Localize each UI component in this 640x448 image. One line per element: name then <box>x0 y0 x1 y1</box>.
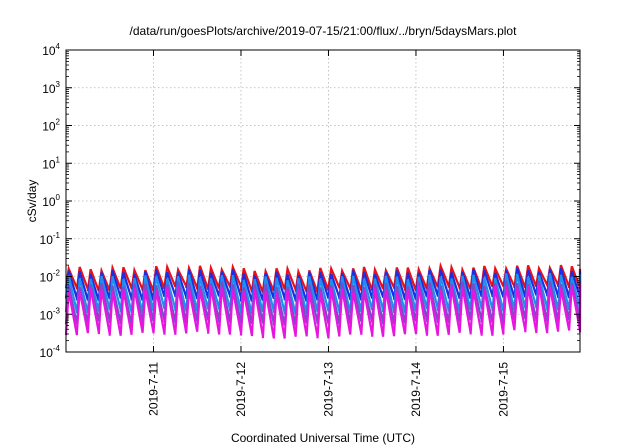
x-axis-label: Coordinated Universal Time (UTC) <box>231 431 415 445</box>
x-tick-label: 2019-7-14 <box>409 362 423 417</box>
y-tick-label: 102 <box>42 118 60 134</box>
y-tick-label: 10-2 <box>40 269 61 285</box>
x-tick-label: 2019-7-15 <box>496 362 510 417</box>
y-tick-label: 104 <box>42 42 60 58</box>
x-tick-label: 2019-7-11 <box>146 362 160 416</box>
ticks <box>66 49 580 353</box>
chart-title: /data/run/goesPlots/archive/2019-07-15/2… <box>130 24 518 38</box>
x-tick-label: 2019-7-12 <box>234 362 248 417</box>
y-tick-label: 103 <box>42 80 60 96</box>
y-axis-label: cSv/day <box>25 180 39 223</box>
y-tick-labels: 10-4 10-3 10-2 10-1 100 101 102 103 104 <box>40 42 61 360</box>
series-path <box>64 284 582 339</box>
series-line <box>64 284 582 339</box>
x-tick-label: 2019-7-13 <box>321 362 335 417</box>
x-tick-labels: 2019-7-11 2019-7-12 2019-7-13 2019-7-14 2019… <box>146 362 510 417</box>
y-tick-label: 100 <box>42 193 60 209</box>
y-tick-label: 10-3 <box>40 306 61 322</box>
y-tick-label: 101 <box>42 155 60 171</box>
series-layer <box>64 261 582 339</box>
y-tick-label: 10-4 <box>40 344 61 360</box>
y-tick-label: 10-1 <box>40 231 61 247</box>
